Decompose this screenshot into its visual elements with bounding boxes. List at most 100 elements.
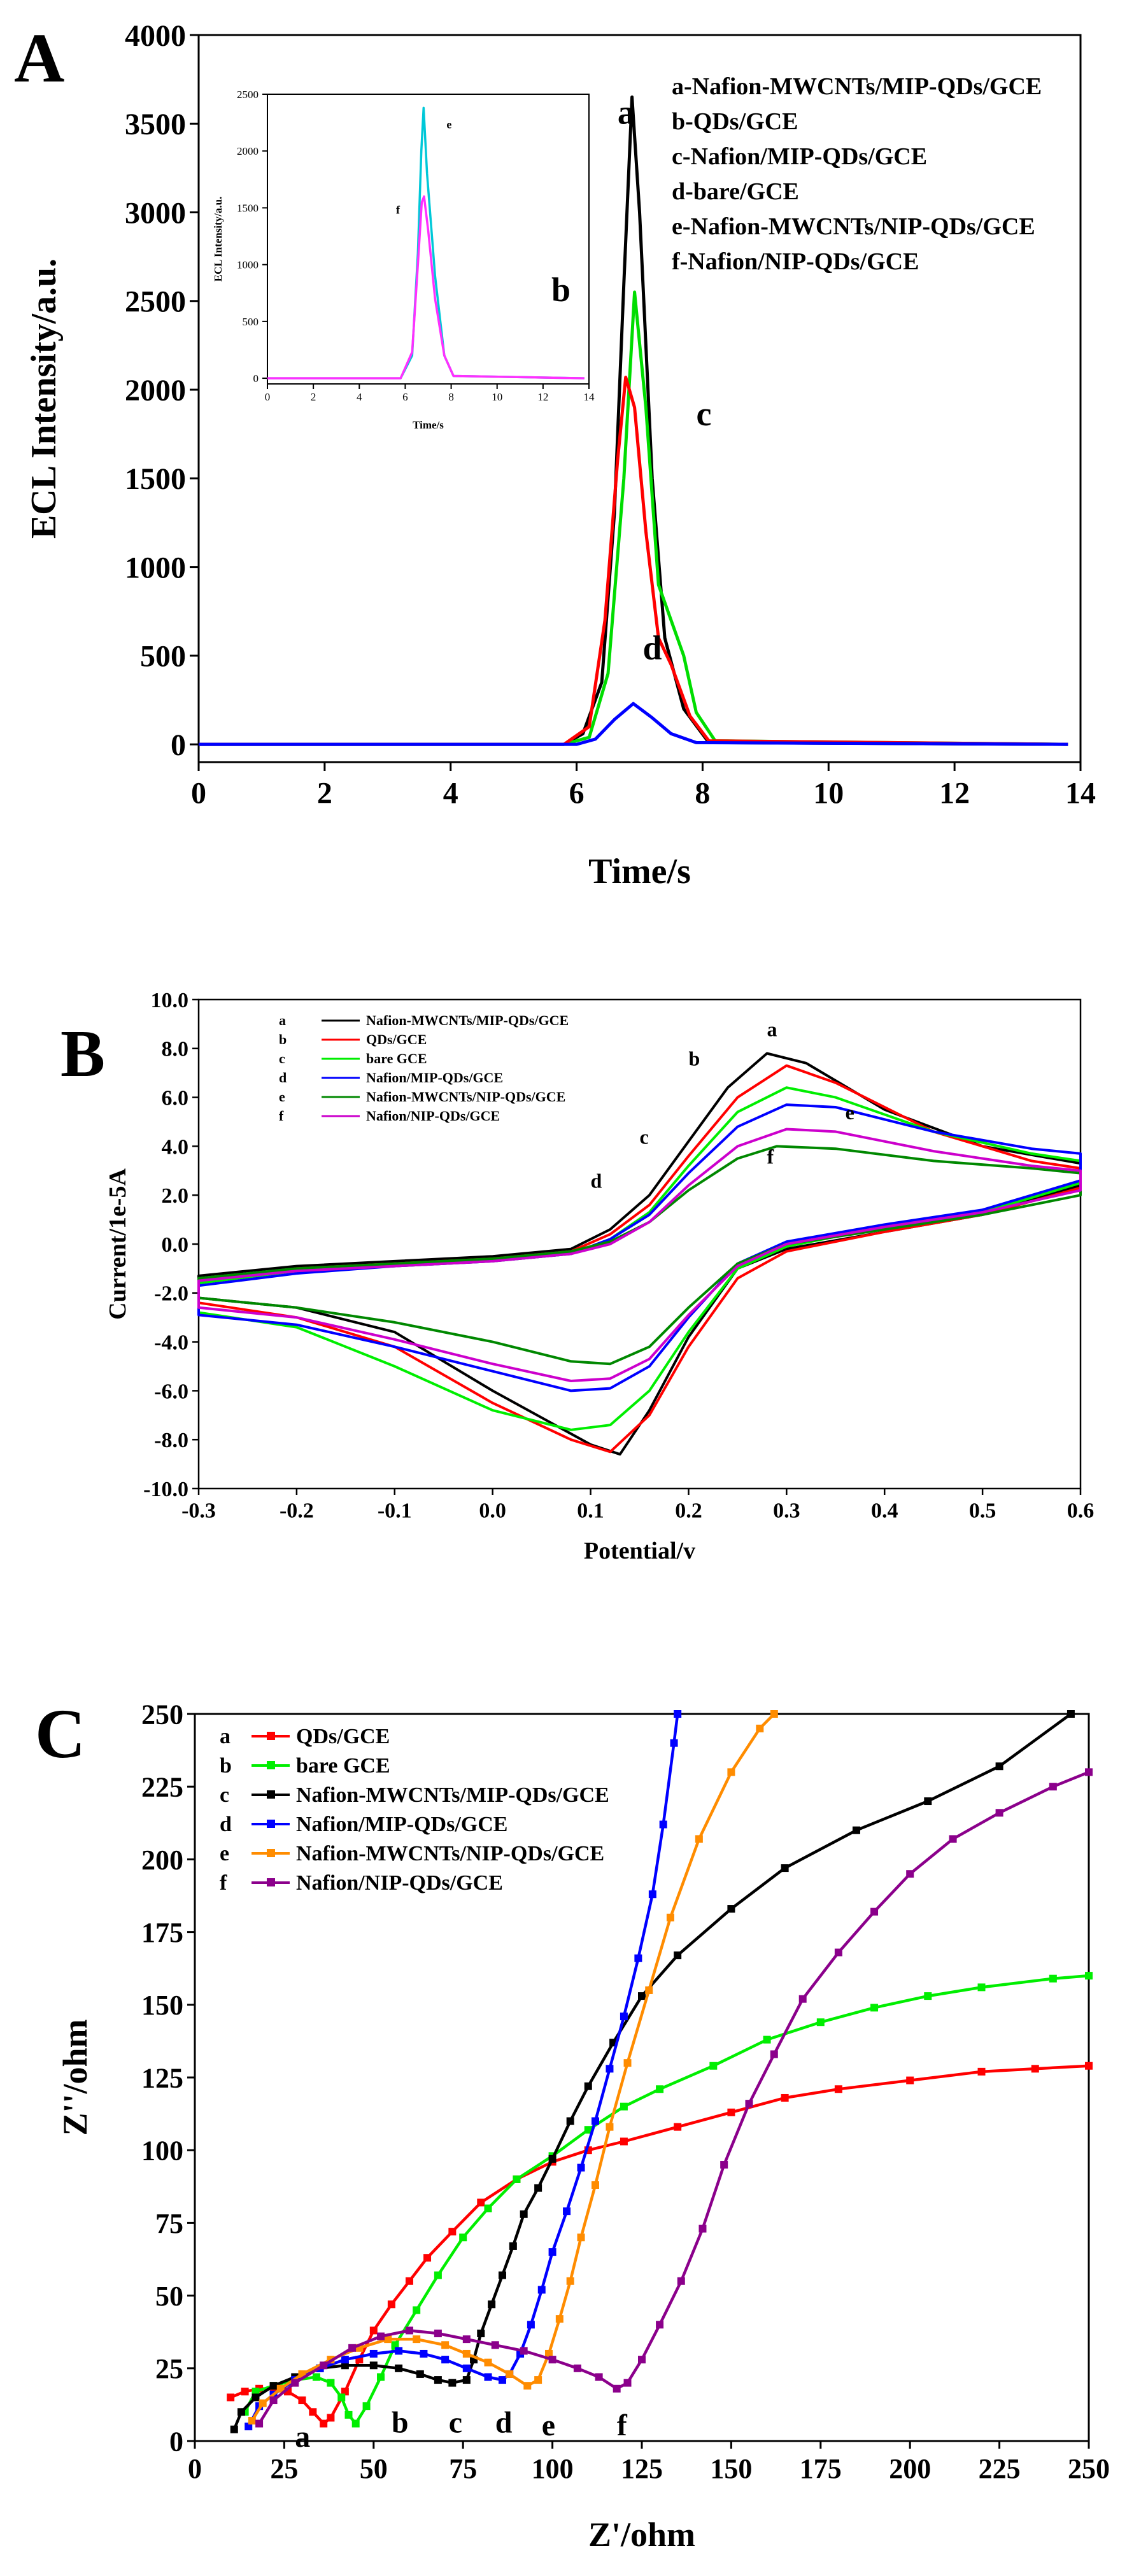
panel-c-series-c-point bbox=[727, 1905, 735, 1913]
panel-c-series-b-point bbox=[763, 2035, 771, 2044]
panel-c-series-d-point bbox=[648, 1890, 656, 1899]
panel-c-series-c-point bbox=[995, 1762, 1003, 1771]
panel-c-series-e-point bbox=[534, 2376, 542, 2384]
panel-a-legend-entry: b-QDs/GCE bbox=[672, 108, 798, 135]
panel-c-series-a-point bbox=[977, 2067, 986, 2076]
panel-c-x-tick-label: 100 bbox=[532, 2453, 574, 2484]
panel-c-legend-name: QDs/GCE bbox=[296, 1725, 390, 1748]
panel-c-series-c-point bbox=[566, 2117, 574, 2125]
panel-c-series-d-point bbox=[563, 2207, 571, 2216]
panel-c-x-tick-label: 50 bbox=[360, 2453, 388, 2484]
panel-c-series-d-point bbox=[498, 2376, 506, 2384]
panel-a-x-tick-label: 12 bbox=[939, 776, 970, 810]
panel-c-series-b-point bbox=[377, 2373, 385, 2381]
panel-a-x-tick-label: 4 bbox=[443, 776, 458, 810]
panel-c-x-tick-label: 0 bbox=[188, 2453, 202, 2484]
panel-c-series-d-point bbox=[591, 2117, 599, 2125]
panel-a-legend-entry: a-Nafion-MWCNTs/MIP-QDs/GCE bbox=[672, 73, 1042, 100]
panel-c-series-a-point bbox=[620, 2137, 628, 2146]
panel-c-series-f-point bbox=[656, 2321, 664, 2329]
panel-a-inset-x-tick-label: 14 bbox=[584, 391, 595, 403]
panel-c-series-f-point bbox=[377, 2332, 385, 2340]
panel-c-series-f-point bbox=[798, 1995, 807, 2003]
panel-c-series-b-point bbox=[459, 2233, 467, 2242]
panel-c-series-d-point bbox=[245, 2423, 253, 2431]
panel-c-series-e-point bbox=[566, 2277, 574, 2285]
panel-a-inset-x-tick-label: 0 bbox=[265, 391, 271, 403]
panel-c-series-c-point bbox=[584, 2082, 592, 2090]
panel-c-series-f-point bbox=[834, 1948, 842, 1957]
panel-c-x-axis-title: Z'/ohm bbox=[588, 2516, 695, 2554]
panel-c-series-c-point bbox=[488, 2300, 496, 2309]
panel-c-legend-name: Nafion-MWCNTs/MIP-QDs/GCE bbox=[296, 1783, 609, 1807]
panel-a-inset-x-tick-label: 6 bbox=[402, 391, 408, 403]
panel-a-inset-curve-label-f: f bbox=[396, 203, 400, 216]
panel-c-y-tick-label: 175 bbox=[141, 1917, 183, 1948]
panel-label-B: B bbox=[60, 1016, 105, 1091]
panel-c-series-c-point bbox=[252, 2393, 260, 2402]
panel-a-inset-y-axis-title: ECL Intensity/a.u. bbox=[212, 197, 224, 282]
panel-a-curve-label-c: c bbox=[697, 395, 712, 433]
panel-c-legend-marker bbox=[267, 1820, 275, 1828]
panel-c-series-b-point bbox=[816, 2018, 825, 2027]
panel-c-series-d-point bbox=[341, 2356, 349, 2364]
panel-c-legend-name: bare GCE bbox=[296, 1754, 390, 1778]
panel-c-series-d-point bbox=[395, 2347, 403, 2355]
panel-a-y-axis-title: ECL Intensity/a.u. bbox=[24, 258, 64, 539]
panel-c-legend-marker bbox=[267, 1732, 275, 1740]
panel-b-legend-key: d bbox=[279, 1070, 287, 1086]
panel-c-series-a-point bbox=[1031, 2065, 1039, 2073]
panel-a-ecl-chart: 0 2 4 6 8 10 12 1405001000150020002500300035004… bbox=[24, 19, 1096, 891]
panel-c-series-f-point bbox=[745, 2100, 753, 2108]
panel-c-series-e-point bbox=[645, 1986, 653, 1994]
panel-c-legend-name: Nafion-MWCNTs/NIP-QDs/GCE bbox=[296, 1842, 604, 1865]
panel-b-curve-label-a: a bbox=[767, 1018, 777, 1041]
panel-c-series-c-point bbox=[638, 1992, 646, 2000]
panel-c-series-e-point bbox=[695, 1835, 703, 1843]
panel-c-series-b-point bbox=[924, 1992, 932, 2000]
panel-c-series-c-point bbox=[924, 1797, 932, 1806]
panel-a-inset-x-tick-label: 12 bbox=[537, 391, 548, 403]
panel-a-inset-y-tick-label: 2500 bbox=[237, 88, 259, 101]
panel-c-series-a-point bbox=[241, 2388, 249, 2396]
panel-c-series-e-point bbox=[666, 1913, 674, 1921]
panel-a-y-tick-label: 4000 bbox=[125, 19, 186, 53]
panel-label-C: C bbox=[35, 1695, 85, 1773]
panel-b-x-tick-label: 0.3 bbox=[773, 1499, 800, 1523]
panel-c-series-a-point bbox=[387, 2300, 395, 2309]
panel-c-series-f-point bbox=[573, 2364, 581, 2372]
panel-c-y-tick-label: 250 bbox=[141, 1699, 183, 1730]
panel-c-series-a-point bbox=[1085, 2062, 1093, 2070]
panel-c-series-a-point bbox=[906, 2076, 914, 2084]
panel-c-series-b-point bbox=[620, 2102, 628, 2111]
panel-c-series-f-point bbox=[491, 2341, 499, 2349]
panel-c-curve-label-d: d bbox=[495, 2405, 513, 2439]
panel-c-series-a-point bbox=[477, 2198, 485, 2207]
panel-c-series-c-point bbox=[448, 2379, 457, 2387]
panel-c-series-a-point bbox=[309, 2408, 317, 2416]
panel-b-legend-name: Nafion-MWCNTs/MIP-QDs/GCE bbox=[366, 1012, 569, 1028]
panel-c-x-tick-label: 250 bbox=[1068, 2453, 1110, 2484]
panel-c-series-d-point bbox=[674, 1710, 682, 1718]
panel-c-series-b-point bbox=[413, 2306, 421, 2314]
panel-c-series-b-point bbox=[513, 2175, 521, 2183]
panel-c-x-tick-label: 125 bbox=[621, 2453, 663, 2484]
panel-a-inset-x-axis-title: Time/s bbox=[413, 419, 444, 431]
panel-b-legend-key: c bbox=[279, 1051, 285, 1066]
panel-a-y-tick-label: 500 bbox=[140, 640, 186, 674]
panel-b-legend-name: Nafion/NIP-QDs/GCE bbox=[366, 1108, 500, 1124]
panel-b-x-tick-label: -0.2 bbox=[280, 1499, 314, 1523]
panel-b-x-tick-label: 0.4 bbox=[871, 1499, 898, 1523]
panel-b-y-tick-label: 10.0 bbox=[151, 989, 189, 1012]
panel-a-curve-label-a: a bbox=[618, 93, 635, 131]
panel-a-plot-frame bbox=[197, 34, 1082, 763]
panel-a-inset-curve-label-e: e bbox=[446, 118, 451, 131]
panel-c-series-c-point bbox=[269, 2382, 278, 2390]
panel-c-legend-key: d bbox=[220, 1813, 232, 1836]
panel-c-series-c-point bbox=[534, 2184, 542, 2192]
panel-c-series-f-point bbox=[348, 2344, 357, 2352]
panel-c-series-b-point bbox=[1049, 1974, 1057, 1983]
panel-c-legend-marker bbox=[267, 1790, 275, 1799]
panel-c-series-b-point bbox=[337, 2393, 346, 2402]
